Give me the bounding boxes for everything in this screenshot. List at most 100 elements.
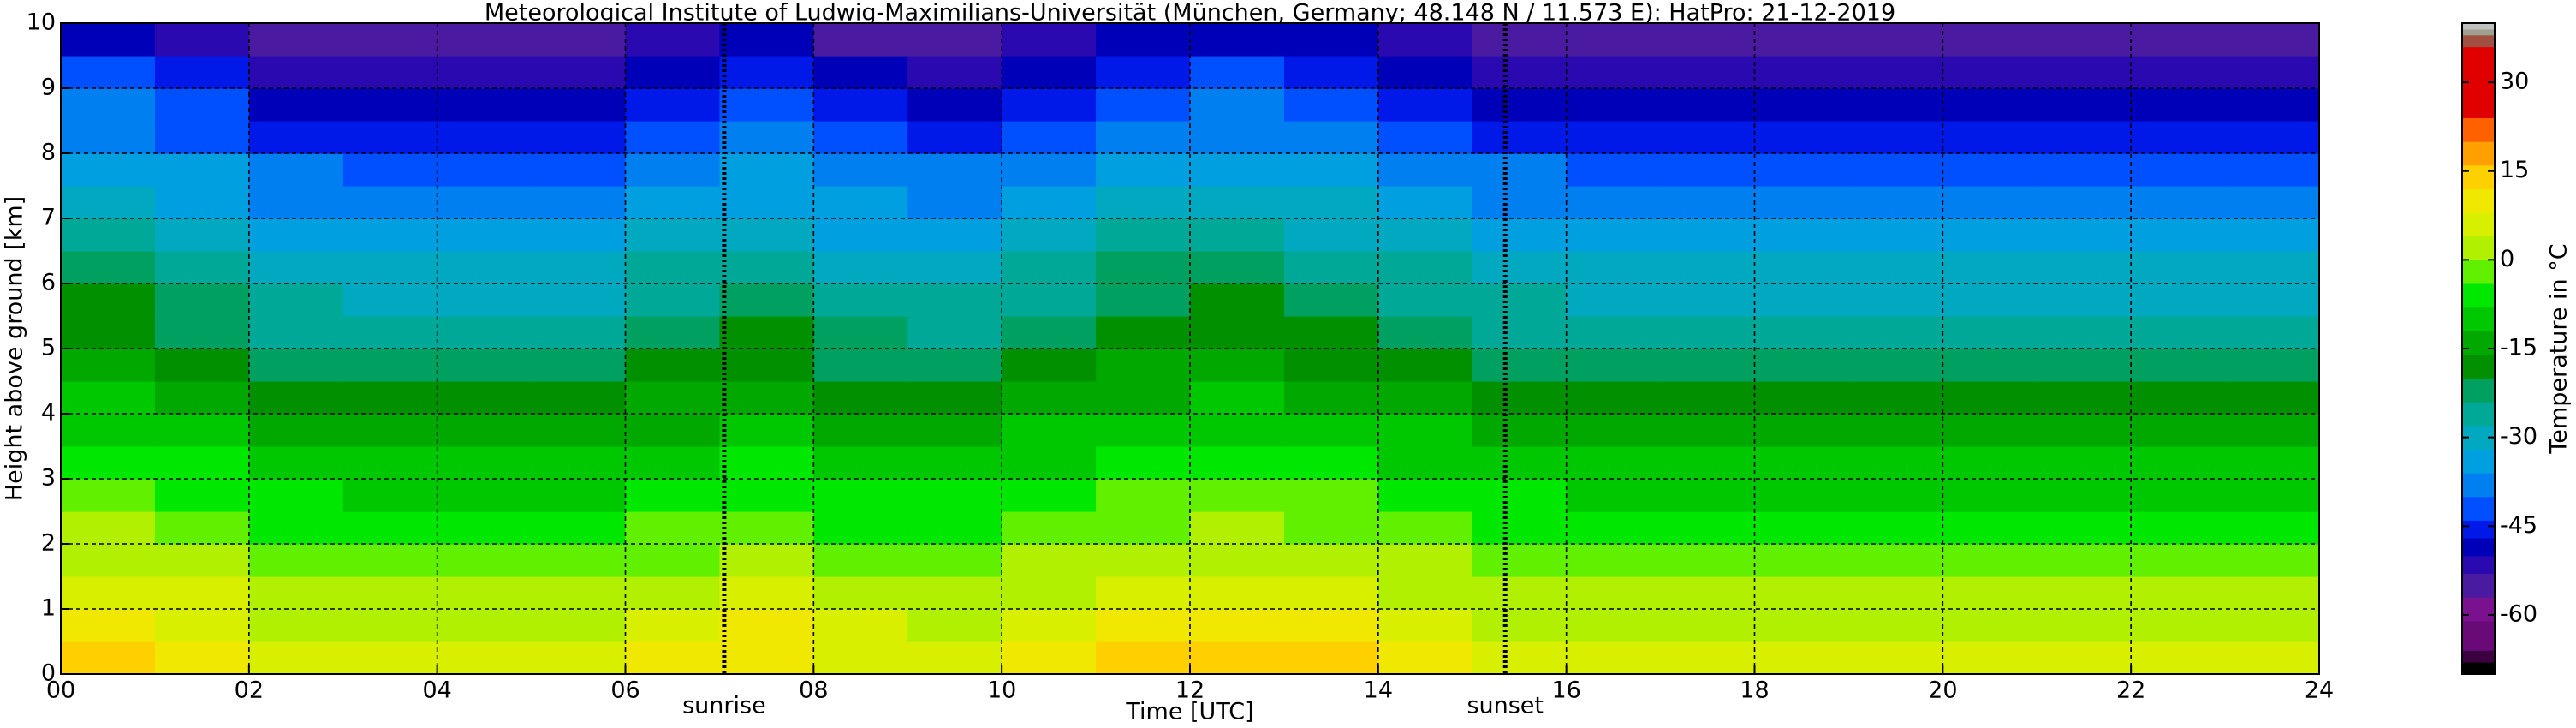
heatmap-cell	[1754, 121, 1850, 154]
heatmap-cell	[437, 446, 532, 480]
heatmap-cell	[531, 349, 627, 382]
heatmap-cell	[1096, 641, 1191, 675]
heatmap-cell	[531, 544, 627, 577]
heatmap-cell	[1660, 609, 1756, 642]
heatmap-cell	[437, 511, 532, 545]
heatmap-cell	[1377, 446, 1473, 480]
heatmap-cell	[1190, 218, 1285, 252]
colorbar-tick-label: -60	[2500, 600, 2537, 627]
heatmap-cell	[1096, 218, 1191, 252]
heatmap-cell	[907, 316, 1002, 349]
heatmap-cell	[1096, 576, 1191, 610]
heatmap-cell	[531, 446, 627, 480]
heatmap-cell	[1472, 186, 1568, 219]
heatmap-cell	[2225, 251, 2320, 284]
heatmap-cell	[1848, 218, 1943, 252]
colorbar-segment	[2462, 555, 2495, 575]
heatmap-cell	[248, 414, 344, 447]
heatmap-cell	[1096, 186, 1191, 219]
heatmap-cell	[61, 511, 156, 545]
heatmap-cell	[1660, 446, 1756, 480]
heatmap-cell	[813, 283, 908, 317]
heatmap-cell	[531, 153, 627, 187]
heatmap-cell	[531, 609, 627, 642]
colorbar-segment	[2462, 402, 2495, 427]
heatmap-cell	[1377, 186, 1473, 219]
heatmap-cell	[248, 316, 344, 349]
heatmap-cell	[437, 23, 532, 57]
heatmap-cell	[1754, 88, 1850, 122]
heatmap-cell	[2131, 609, 2226, 642]
heatmap-cell	[625, 316, 721, 349]
heatmap-cell	[531, 414, 627, 447]
heatmap-cell	[2131, 349, 2226, 382]
heatmap-cell	[1660, 316, 1756, 349]
heatmap-cell	[625, 186, 721, 219]
colorbar-segment	[2462, 449, 2495, 474]
heatmap-cell	[1848, 511, 1943, 545]
heatmap-cell	[1754, 23, 1850, 57]
heatmap-cell	[1942, 381, 2038, 415]
heatmap-cell	[1566, 283, 1662, 317]
heatmap-cell	[2131, 283, 2226, 317]
heatmap-cell	[1848, 544, 1943, 577]
heatmap-cell	[1002, 153, 1097, 187]
heatmap-cell	[437, 56, 532, 89]
heatmap-cell	[1377, 414, 1473, 447]
heatmap-cell	[61, 544, 156, 577]
heatmap-cell	[248, 349, 344, 382]
heatmap-cell	[342, 23, 438, 57]
heatmap-cell	[625, 218, 721, 252]
x-tick-label: 08	[799, 677, 828, 704]
heatmap-cell	[1377, 23, 1473, 57]
heatmap-cell	[61, 88, 156, 122]
heatmap-cell	[342, 446, 438, 480]
heatmap-cell	[437, 609, 532, 642]
heatmap-cell	[2037, 576, 2132, 610]
heatmap-cell	[1002, 511, 1097, 545]
heatmap-cell	[907, 544, 1002, 577]
heatmap-cell	[1754, 381, 1850, 415]
heatmap-cell	[1754, 609, 1850, 642]
heatmap-cell	[1660, 641, 1756, 675]
y-tick-label: 9	[41, 75, 56, 101]
heatmap-cell	[531, 23, 627, 57]
heatmap-cell	[342, 153, 438, 187]
heatmap-cell	[2131, 23, 2226, 57]
heatmap-cell	[437, 544, 532, 577]
heatmap-cell	[2225, 88, 2320, 122]
heatmap-cell	[248, 121, 344, 154]
x-tick-label: 12	[1175, 677, 1205, 704]
heatmap-cell	[625, 479, 721, 512]
heatmap-cell	[61, 186, 156, 219]
heatmap-cell	[154, 316, 250, 349]
heatmap-cell	[1002, 349, 1097, 382]
heatmap-cell	[1190, 186, 1285, 219]
x-tick-label: 04	[422, 677, 451, 704]
colorbar-segment	[2462, 236, 2495, 260]
heatmap-cell	[1660, 186, 1756, 219]
heatmap-cell	[1283, 316, 1379, 349]
heatmap-cell	[1283, 544, 1379, 577]
heatmap-cell	[1096, 23, 1191, 57]
heatmap-cell	[1472, 446, 1568, 480]
heatmap-cell	[1848, 446, 1943, 480]
heatmap-cell	[1566, 381, 1662, 415]
heatmap-cell	[531, 88, 627, 122]
heatmap-cell	[813, 479, 908, 512]
heatmap-cell	[907, 446, 1002, 480]
x-tick-label: 14	[1364, 677, 1393, 704]
heatmap-cell	[1472, 511, 1568, 545]
heatmap-cell	[1848, 641, 1943, 675]
heatmap-cell	[1002, 218, 1097, 252]
heatmap-cell	[1566, 446, 1662, 480]
heatmap-cell	[1848, 479, 1943, 512]
heatmap-cell	[1096, 544, 1191, 577]
heatmap-cell	[2131, 316, 2226, 349]
heatmap-cell	[2037, 446, 2132, 480]
heatmap-cell	[625, 121, 721, 154]
x-tick-label: 00	[46, 677, 75, 704]
heatmap-cell	[1754, 349, 1850, 382]
heatmap-cell	[531, 641, 627, 675]
